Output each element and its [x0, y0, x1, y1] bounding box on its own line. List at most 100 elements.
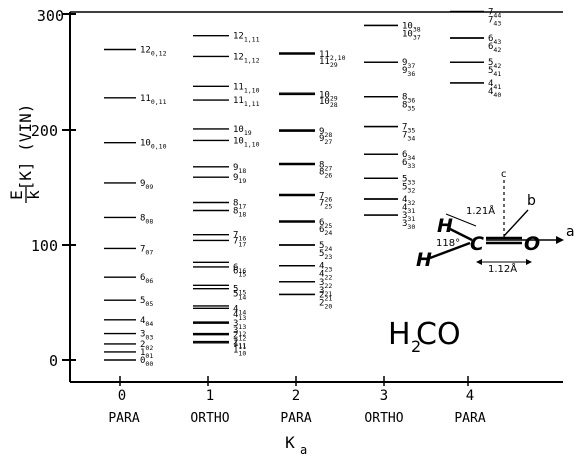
- energy-level-label: 827: [319, 161, 332, 173]
- energy-level-label: 725: [319, 198, 332, 210]
- molecule-label: H 2 CO: [388, 317, 461, 356]
- energy-level-label: 743: [488, 16, 501, 28]
- energy-level-label: 111,11: [233, 96, 260, 108]
- x-title-main: K: [285, 433, 295, 452]
- energy-level-label: 313: [233, 319, 246, 331]
- energy-level-label: 936: [402, 66, 415, 78]
- energy-level-label: 110,11: [140, 94, 167, 106]
- energy-level-label: 505: [140, 296, 153, 308]
- atom-h-upper: H: [437, 215, 453, 237]
- bond-ch-lower: [429, 241, 471, 260]
- energy-level-label: 515: [233, 285, 246, 297]
- energy-level-label: 432: [402, 195, 415, 207]
- axis-b-label: b: [527, 193, 536, 209]
- energy-level-label: 303: [140, 330, 153, 342]
- energy-level-label: 532: [402, 182, 415, 194]
- energy-level-label: 1038: [402, 21, 421, 33]
- energy-level-label: 101: [140, 348, 153, 360]
- energy-level-label: 734: [402, 131, 415, 143]
- symmetry-label-2: PARA: [280, 411, 311, 426]
- energy-level-label: 716: [233, 231, 246, 243]
- energy-level-label: 000: [140, 356, 153, 368]
- energy-level-label: 928: [319, 127, 332, 139]
- energy-level-label: 111,10: [233, 82, 260, 94]
- molecule-label-sub: 2: [411, 337, 421, 356]
- co-length-arrow-left: [476, 259, 482, 265]
- molecule-label-h: H: [388, 317, 411, 352]
- energy-level-label: 322: [319, 278, 332, 290]
- energy-level-label: 919: [233, 173, 246, 185]
- y-axis-title: E k [K] (VIN): [7, 104, 43, 203]
- axis-c-label: c: [501, 169, 507, 180]
- co-length-arrow-right: [526, 259, 532, 265]
- ka-label-2: 2: [292, 388, 300, 404]
- x-title-sub: a: [300, 443, 307, 457]
- symmetry-label-3: ORTHO: [364, 411, 403, 426]
- energy-level-label: 624: [319, 225, 332, 237]
- energy-level-label: 120,12: [140, 46, 167, 58]
- energy-level-label: 808: [140, 213, 153, 225]
- energy-level-label: 100,10: [140, 139, 167, 151]
- energy-level-label: 440: [488, 87, 501, 99]
- energy-level-label: 744: [488, 8, 501, 20]
- energy-level-label: 212: [233, 331, 246, 343]
- energy-level-label: 717: [233, 236, 246, 248]
- energy-level-label: 909: [140, 179, 153, 191]
- energy-level-label: 606: [140, 273, 153, 285]
- x-axis-title: K a: [285, 433, 307, 457]
- bond-ch-upper: [447, 226, 473, 242]
- symmetry-label-1: ORTHO: [190, 411, 229, 426]
- atom-c: C: [470, 233, 484, 255]
- ka-label-1: 1: [206, 388, 214, 404]
- energy-level-label: 643: [488, 34, 501, 46]
- energy-level-label: 523: [319, 249, 332, 261]
- energy-level-label: 331: [402, 211, 415, 223]
- energy-level-label: 404: [140, 316, 153, 328]
- y-tick-label-200: 200: [31, 122, 58, 140]
- energy-level-label: 414: [233, 304, 246, 316]
- energy-level-label: 707: [140, 244, 153, 256]
- energy-level-label: 413: [233, 310, 246, 322]
- y-title-units: [K] (VIN): [16, 104, 35, 191]
- ka-label-4: 4: [466, 388, 474, 404]
- energy-level-label: 1019: [233, 125, 252, 137]
- energy-level-label: 202: [140, 340, 153, 352]
- energy-level-label: 937: [402, 58, 415, 70]
- energy-level-label: 1037: [402, 29, 421, 41]
- energy-level-label: 423: [319, 262, 332, 274]
- y-tick-label-300: 300: [37, 7, 64, 25]
- axis-a-label: a: [566, 224, 575, 240]
- energy-level-label: 121,12: [233, 52, 260, 64]
- energy-level-label: 220: [319, 298, 332, 310]
- energy-level-label: 642: [488, 42, 501, 54]
- ka-label-0: 0: [118, 388, 126, 404]
- ch-length-label: 1.21Å: [466, 204, 495, 217]
- energy-level-label: 927: [319, 134, 332, 146]
- energy-level-label: 625: [319, 218, 332, 230]
- energy-level-label: 735: [402, 123, 415, 135]
- energy-level-label: 110: [233, 346, 246, 358]
- co-length-label: 1.12Å: [488, 262, 517, 275]
- energy-level-label: 616: [233, 263, 246, 275]
- y-title-main: E: [7, 190, 26, 200]
- energy-level-label: 633: [402, 158, 415, 170]
- atom-o: O: [524, 233, 540, 255]
- y-ticks: 0 100 200 300: [31, 7, 76, 370]
- energy-level-label: 818: [233, 207, 246, 219]
- energy-level-label: 221: [319, 290, 332, 302]
- energy-level-label: 542: [488, 58, 501, 70]
- energy-level-label: 112,10: [319, 50, 346, 62]
- ch-length-marker: [445, 213, 477, 227]
- energy-level-label: 321: [319, 286, 332, 298]
- atom-h-lower: H: [416, 249, 432, 271]
- energy-level-label: 441: [488, 79, 501, 91]
- energy-level-label: 1028: [319, 97, 338, 109]
- energy-level-label: 431: [402, 203, 415, 215]
- energy-level-label: 514: [233, 289, 246, 301]
- ka-label-3: 3: [380, 388, 388, 404]
- energy-level-label: 211: [233, 338, 246, 350]
- energy-level-label: 101,10: [233, 136, 260, 148]
